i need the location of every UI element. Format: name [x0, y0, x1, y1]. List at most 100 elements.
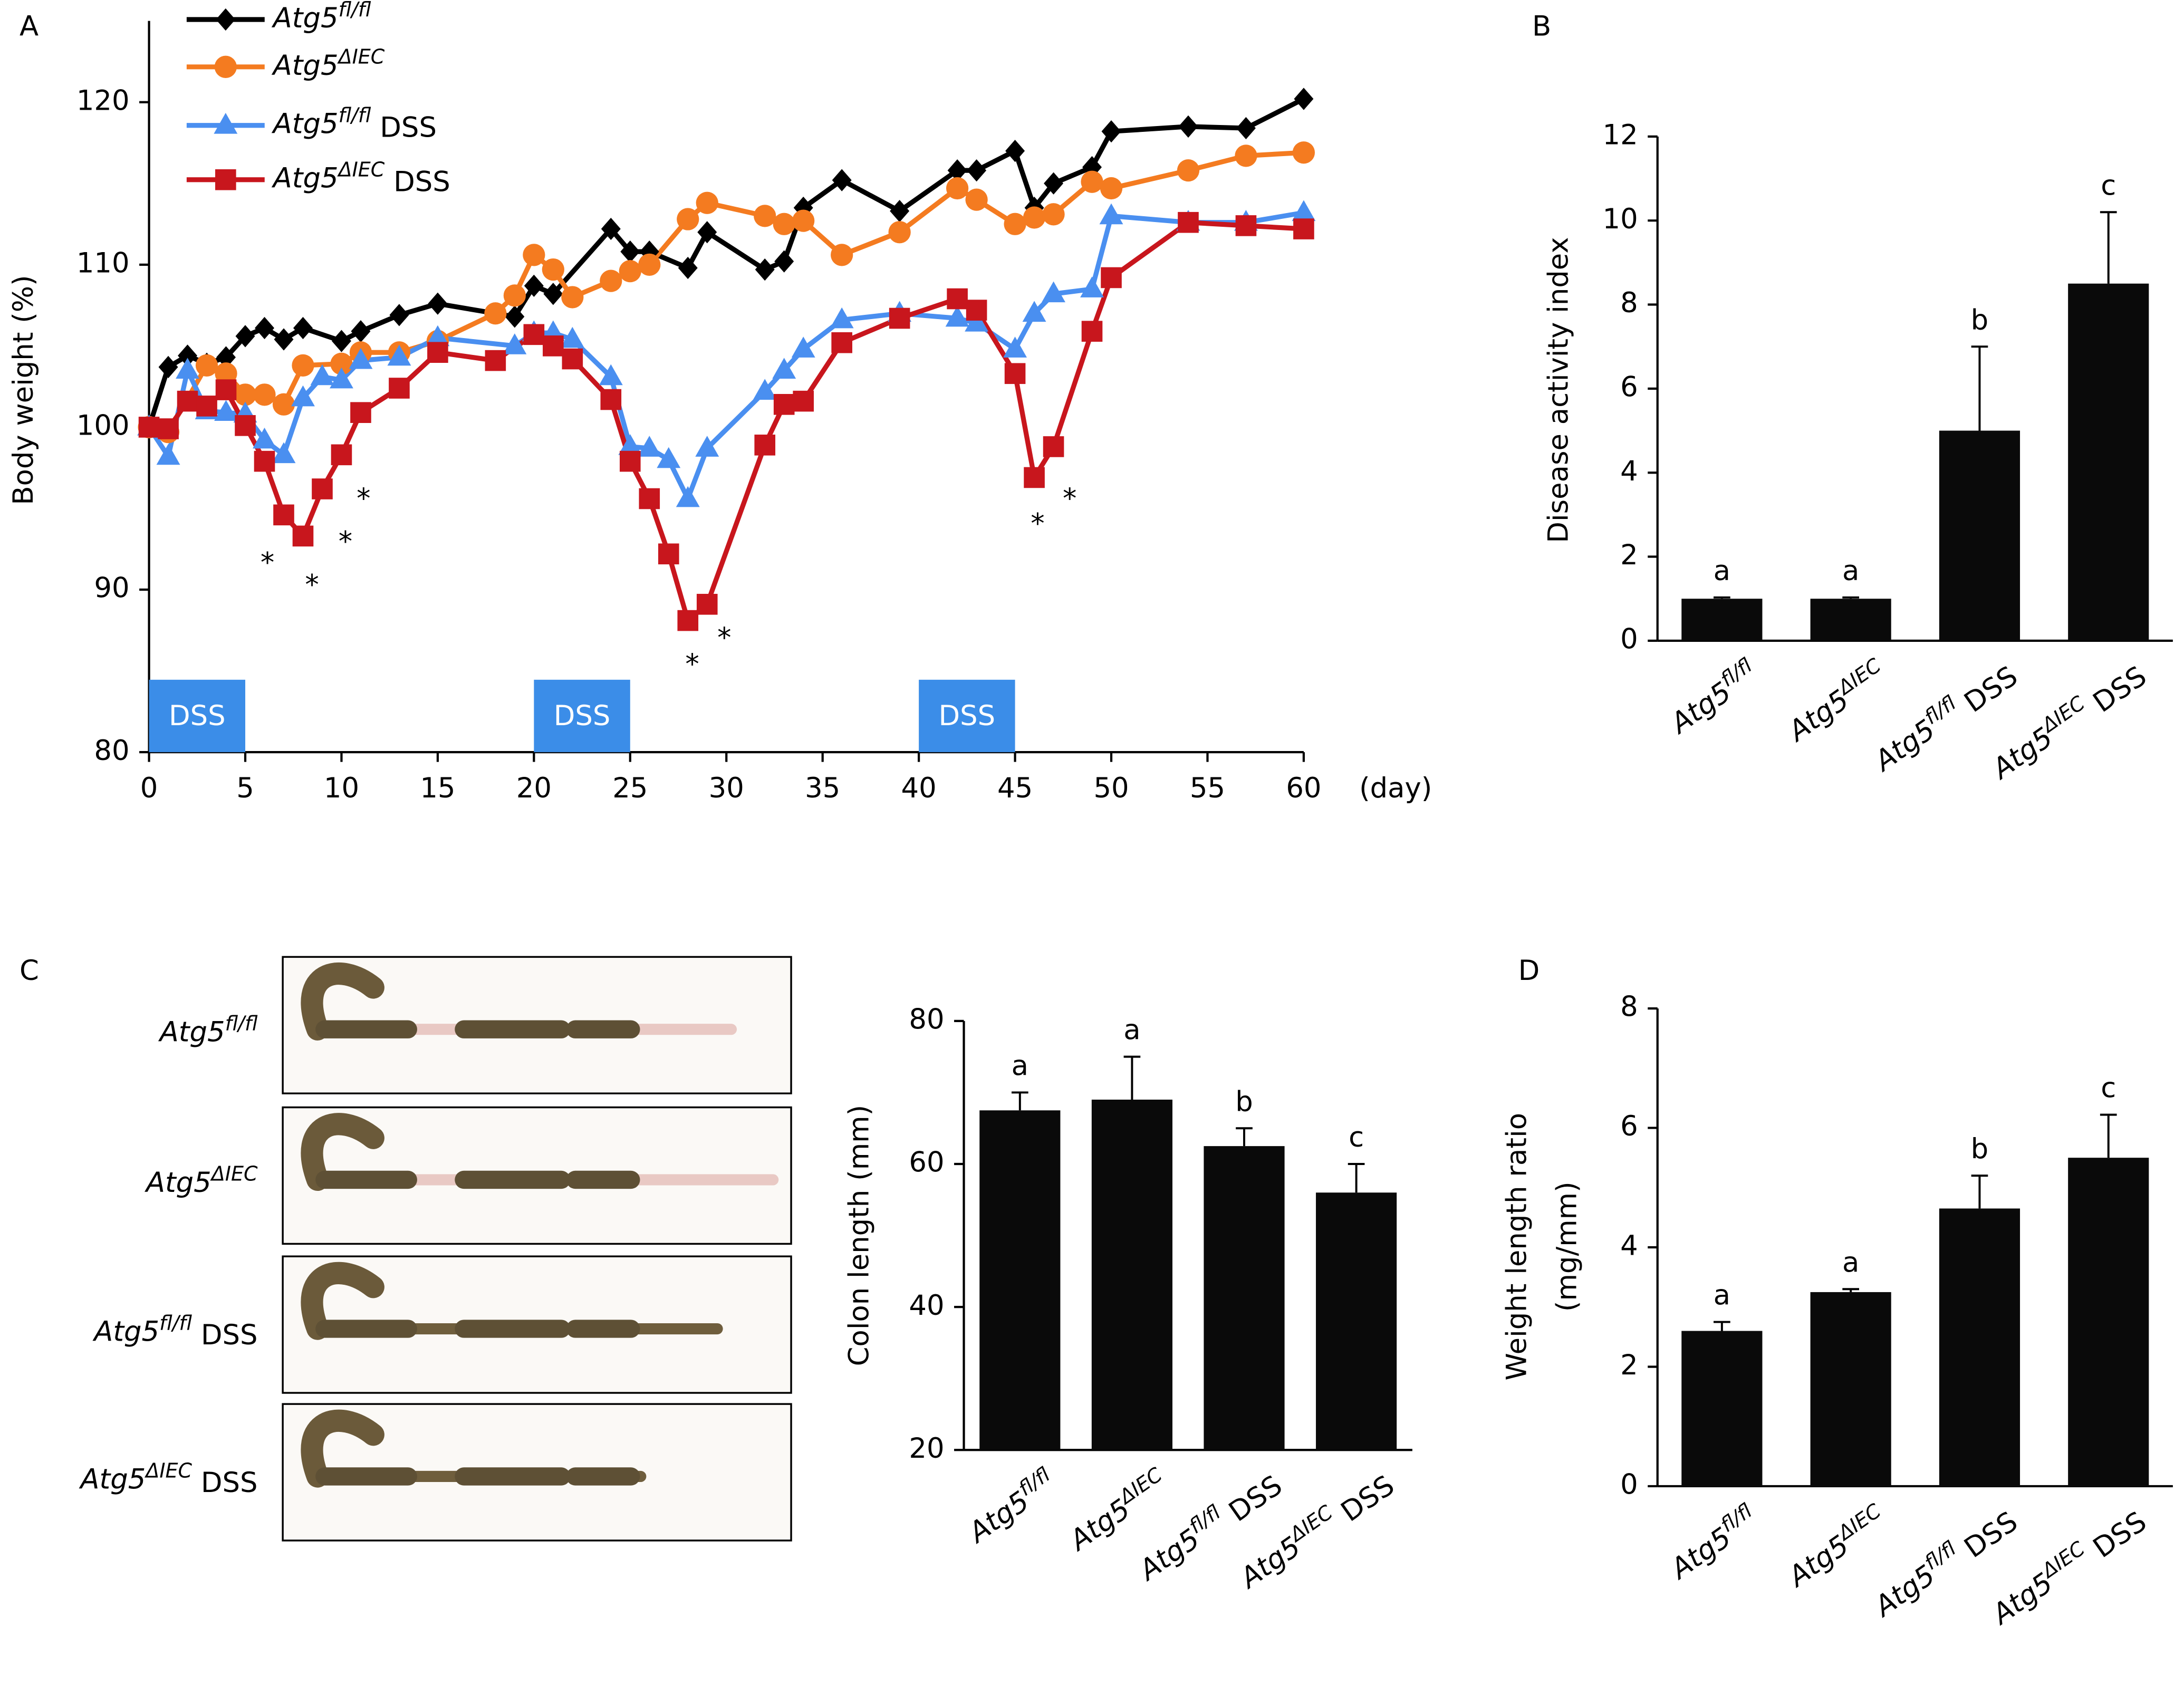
marker — [310, 364, 334, 386]
y-tick-label: 10 — [1603, 203, 1638, 235]
marker — [350, 402, 371, 424]
group-letter: a — [1842, 555, 1859, 587]
dss-period — [919, 679, 1015, 753]
marker — [195, 354, 218, 377]
marker — [618, 434, 642, 455]
group-letter: a — [1842, 1246, 1859, 1278]
marker — [793, 390, 814, 412]
marker — [888, 221, 911, 244]
marker — [330, 352, 353, 375]
group-letter: a — [1714, 555, 1730, 587]
marker — [349, 348, 373, 369]
marker — [947, 288, 968, 310]
bar — [1316, 1192, 1397, 1450]
marker — [600, 389, 622, 410]
marker — [1044, 172, 1064, 195]
marker — [792, 209, 815, 232]
marker — [696, 191, 718, 214]
group-letter: b — [1235, 1085, 1253, 1118]
marker — [1293, 218, 1314, 239]
bar — [1810, 599, 1891, 641]
marker — [755, 258, 775, 281]
marker — [291, 385, 315, 407]
y-axis-label: Weight length ratio — [1500, 1113, 1533, 1381]
marker — [1294, 88, 1314, 110]
bar — [1939, 1208, 2021, 1486]
marker — [214, 400, 238, 421]
marker — [657, 447, 681, 468]
bar — [2068, 1158, 2149, 1486]
bar — [1091, 1099, 1173, 1450]
y-tick-label: 6 — [1620, 371, 1638, 403]
colon-tissue — [301, 1409, 384, 1488]
marker — [255, 316, 275, 340]
marker — [387, 344, 411, 366]
group-letter: a — [1123, 1014, 1140, 1046]
marker — [253, 383, 276, 406]
marker — [791, 336, 815, 358]
marker — [773, 393, 795, 415]
significance-mark: * — [1063, 483, 1076, 515]
y-tick-label: 4 — [1620, 455, 1638, 487]
marker — [312, 478, 333, 499]
y-tick-label: 8 — [1620, 287, 1638, 319]
marker — [428, 292, 448, 315]
marker — [1292, 141, 1315, 164]
marker — [947, 159, 967, 182]
marker — [351, 320, 371, 343]
marker — [1042, 203, 1065, 226]
y-tick-label: 12 — [1603, 119, 1638, 151]
marker — [235, 325, 255, 348]
marker — [1004, 213, 1026, 235]
colon-tissue — [301, 1113, 384, 1191]
x-tick-label: 45 — [997, 772, 1033, 804]
colon-tissue — [301, 963, 384, 1041]
marker — [524, 274, 544, 297]
marker — [560, 326, 584, 348]
marker — [214, 55, 237, 78]
y-tick-label: 4 — [1620, 1230, 1638, 1262]
y-tick-label: 0 — [1620, 1469, 1638, 1501]
marker — [1042, 281, 1066, 303]
y-tick-label: 60 — [909, 1147, 944, 1179]
marker — [945, 305, 969, 327]
dss-period — [149, 679, 246, 753]
marker — [523, 244, 545, 266]
marker — [196, 396, 217, 417]
marker — [774, 250, 794, 273]
marker — [677, 610, 699, 631]
marker — [215, 169, 236, 190]
x-tick-label: 15 — [420, 772, 455, 804]
marker — [1043, 436, 1064, 457]
marker — [158, 418, 179, 439]
marker — [965, 188, 988, 211]
marker — [427, 342, 448, 363]
significance-mark: * — [1031, 507, 1044, 540]
marker — [1081, 321, 1103, 342]
marker — [1177, 159, 1200, 182]
marker — [696, 593, 718, 615]
marker — [831, 244, 853, 266]
group-letter: b — [1971, 304, 1989, 336]
marker — [773, 213, 795, 235]
dss-label: DSS — [554, 700, 611, 732]
marker — [215, 379, 237, 400]
marker — [772, 358, 796, 379]
group-letter: a — [1714, 1279, 1730, 1312]
bar — [1681, 1331, 1763, 1486]
marker — [966, 300, 987, 321]
y-tick-label: 100 — [76, 410, 130, 442]
marker — [832, 169, 852, 191]
marker — [1100, 177, 1123, 200]
dss-label: DSS — [939, 700, 996, 732]
legend-label: Atg5ΔIEC DSS — [272, 158, 450, 198]
x-tick-label: 0 — [140, 772, 158, 804]
bar — [979, 1110, 1061, 1450]
bar — [1204, 1146, 1285, 1450]
marker — [235, 415, 256, 436]
marker — [177, 390, 198, 412]
bar — [1681, 599, 1763, 641]
x-tick-label: 55 — [1190, 772, 1225, 804]
marker — [543, 335, 564, 357]
